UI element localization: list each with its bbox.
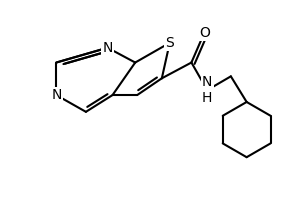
Text: O: O <box>199 26 210 40</box>
Text: N: N <box>51 88 62 102</box>
Text: S: S <box>165 36 174 50</box>
Text: N: N <box>102 41 113 55</box>
Text: N
H: N H <box>202 75 212 105</box>
